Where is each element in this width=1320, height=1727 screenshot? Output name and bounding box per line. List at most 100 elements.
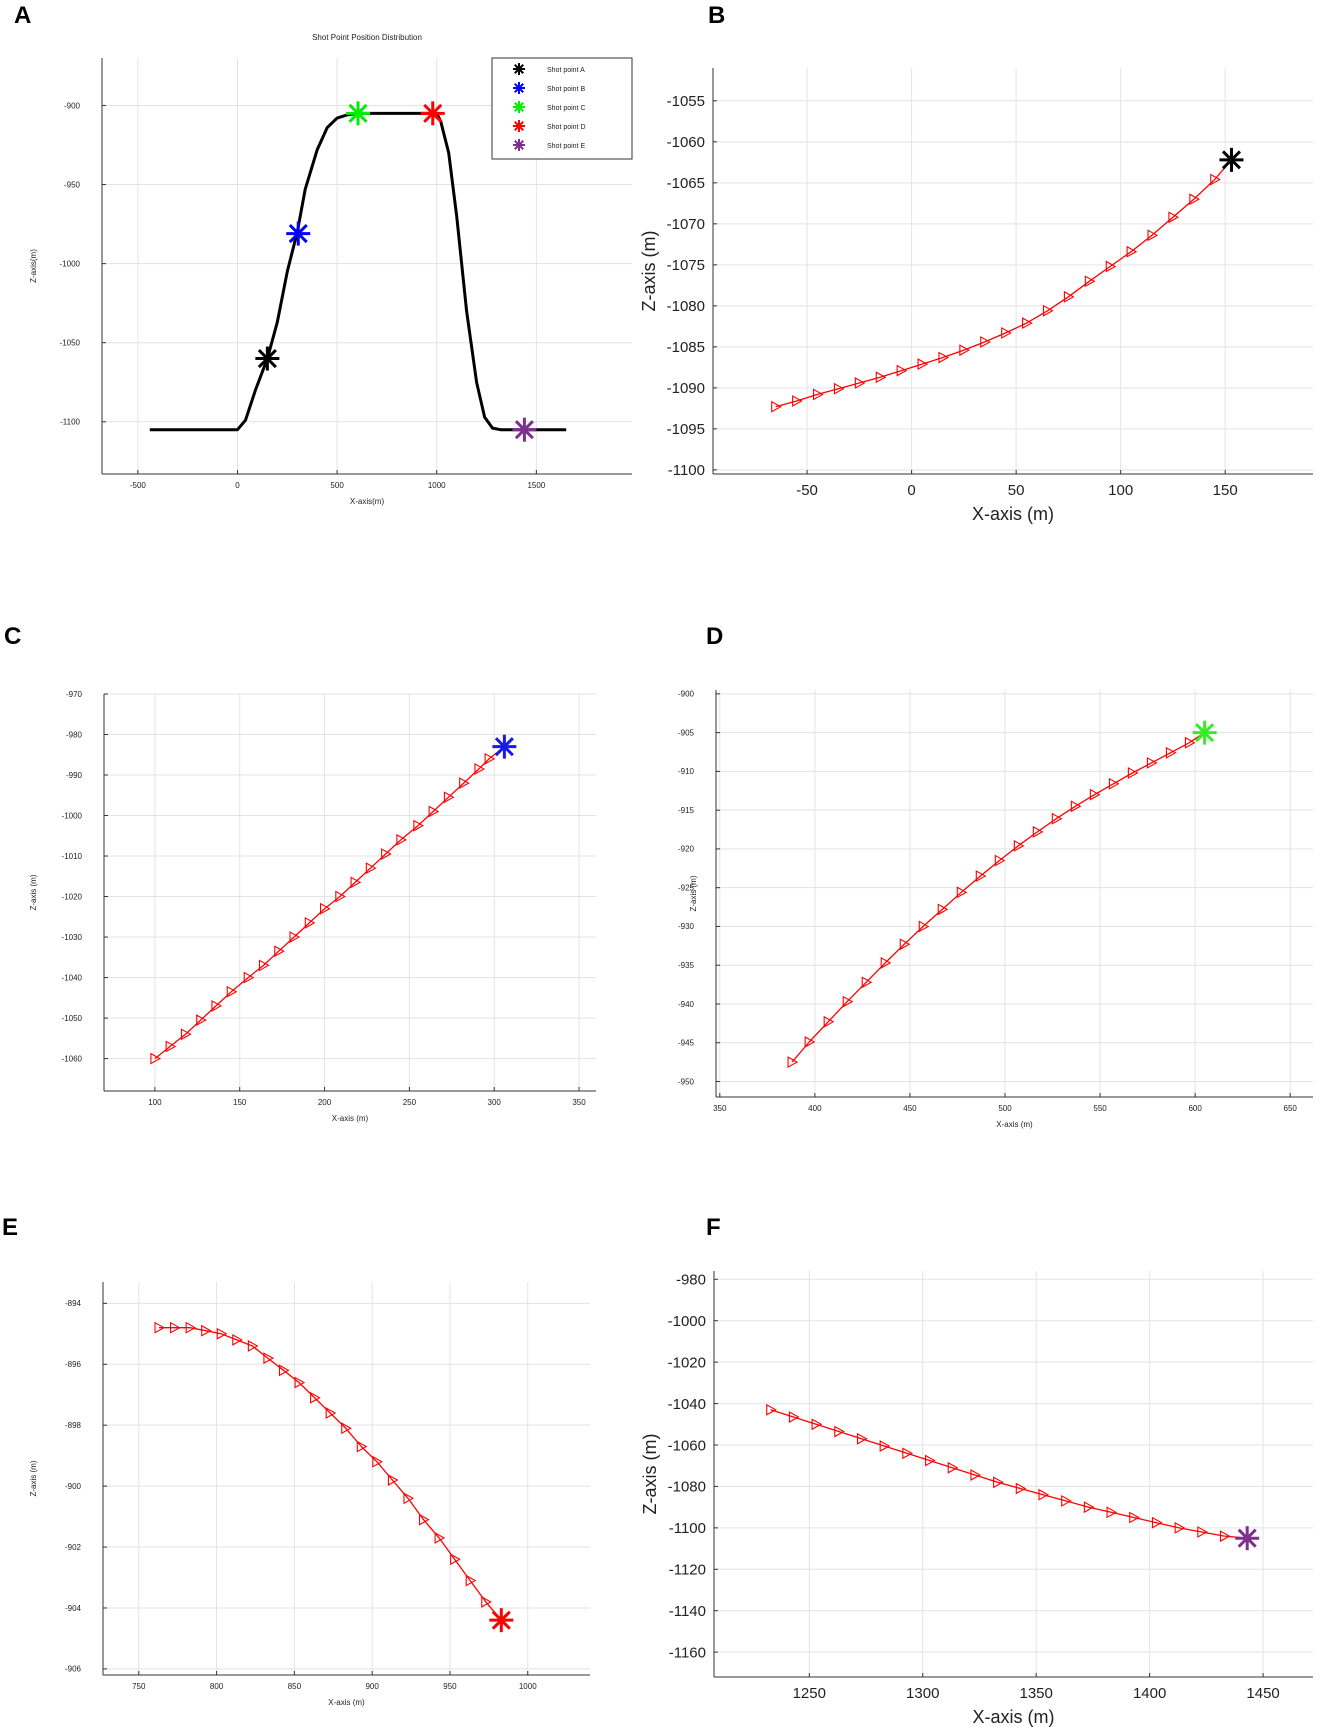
y-tick-label: -1030 — [62, 933, 83, 942]
receiver-point — [403, 1492, 415, 1505]
receiver-point — [899, 938, 911, 951]
panel-e: E 750 800 850 900 950 1000 -894 -896 -898 -900 -90… — [0, 1200, 660, 1727]
receiver-point — [1151, 1516, 1163, 1529]
receiver-point — [418, 1513, 430, 1526]
receiver-point — [1022, 317, 1033, 330]
y-tick-label: -900 — [64, 101, 81, 110]
receiver-point — [792, 395, 803, 407]
grid — [104, 693, 596, 1091]
y-tick-label: -990 — [66, 771, 83, 780]
receiver-point — [854, 377, 866, 389]
receiver-point — [1165, 746, 1177, 759]
y-axis-label: Z-axis (m) — [639, 231, 659, 312]
receiver-point — [1108, 777, 1120, 790]
receiver-point — [1083, 1501, 1095, 1514]
x-tick-label: 800 — [210, 1682, 224, 1691]
receiver-point — [823, 1015, 835, 1028]
x-tick-label: 100 — [1108, 482, 1133, 499]
x-tick-label: -500 — [130, 481, 147, 490]
receiver-point — [289, 931, 301, 943]
grid — [102, 58, 632, 474]
receiver-point — [263, 1352, 275, 1365]
receiver-point — [450, 1553, 461, 1566]
panel-letter-b: B — [708, 2, 726, 29]
y-tick-label: -900 — [65, 1482, 82, 1491]
panel-letter-d: D — [706, 623, 724, 650]
y-tick-label: -935 — [678, 961, 695, 970]
receiver-point — [243, 971, 255, 984]
y-tick-label: -980 — [66, 730, 83, 739]
y-tick-label: -894 — [65, 1299, 82, 1308]
x-tick-label: 1450 — [1246, 1685, 1279, 1702]
x-tick-label: 600 — [1188, 1104, 1202, 1113]
y-tick-label: -910 — [678, 767, 695, 776]
legend-label: Shot point D — [547, 124, 586, 131]
receiver-point — [201, 1324, 212, 1337]
y-tick-label: -1000 — [668, 1313, 706, 1330]
shot-point-marker — [255, 346, 280, 371]
x-tick-label: 200 — [318, 1098, 332, 1107]
y-tick-label: -1055 — [667, 93, 705, 110]
receiver-point — [484, 752, 496, 765]
legend-marker — [513, 63, 525, 75]
receiver-point — [980, 336, 991, 348]
receiver-point — [459, 777, 470, 790]
shot-point-marker — [1192, 720, 1217, 745]
y-tick-label: -1060 — [667, 134, 705, 151]
receiver-point — [1015, 1482, 1027, 1495]
y-tick-label: -1075 — [667, 257, 705, 274]
y-tick-label: -900 — [678, 690, 695, 699]
series-line — [154, 746, 505, 1060]
receiver-point — [924, 1454, 936, 1467]
receiver-point — [1063, 290, 1075, 303]
shot-point-marker — [512, 417, 537, 442]
receiver-point — [947, 1461, 959, 1474]
receiver-point — [937, 903, 949, 916]
y-tick-label: -950 — [678, 1077, 695, 1086]
chart-f: 1250 1300 1350 1400 1450 -980 -1000 -1020 -1040 -… — [640, 1271, 1313, 1727]
y-axis-label: Z-axis(m) — [29, 249, 38, 283]
x-tick-label: 350 — [713, 1104, 727, 1113]
y-tick-label: -1010 — [62, 852, 83, 861]
receiver-point — [917, 358, 929, 371]
grid — [713, 68, 1313, 474]
receiver-point — [278, 1364, 290, 1377]
chart-e: 750 800 850 900 950 1000 -894 -896 -898 -900 -902 -… — [29, 1282, 590, 1707]
receiver-point — [396, 833, 408, 846]
receiver-point — [938, 351, 950, 364]
receiver-point — [372, 1455, 383, 1468]
receiver-point — [294, 1376, 306, 1389]
receiver-point — [861, 976, 873, 989]
x-tick-label: 750 — [132, 1682, 146, 1691]
receiver-point — [787, 1056, 799, 1069]
receiver-point — [481, 1595, 492, 1608]
y-tick-label: -930 — [678, 922, 695, 931]
y-tick-label: -906 — [65, 1665, 82, 1674]
panel-c: C 100 150 200 250 300 350 -970 -980 -990 -1000 -10… — [0, 620, 660, 1160]
receiver-point — [170, 1321, 181, 1334]
y-tick-label: -920 — [678, 845, 695, 854]
receiver-point — [465, 1574, 477, 1587]
receiver-point — [356, 1440, 368, 1453]
receiver-point — [413, 819, 424, 832]
receiver-point — [833, 382, 845, 395]
receiver-point — [381, 848, 392, 860]
receiver-point — [211, 999, 223, 1012]
y-tick-label: -1050 — [62, 1014, 83, 1023]
receiver-point — [834, 1425, 845, 1438]
shot-point-marker — [492, 734, 517, 759]
y-axis-label: Z-axis (m) — [29, 1460, 38, 1496]
y-tick-label: -1070 — [667, 216, 705, 233]
receiver-point — [335, 890, 346, 903]
receiver-point — [811, 1418, 823, 1431]
receiver-point — [1038, 1488, 1050, 1501]
x-tick-label: 550 — [1093, 1104, 1107, 1113]
y-tick-label: -1100 — [60, 418, 80, 427]
receiver-point — [993, 1476, 1004, 1489]
receiver-point — [325, 1407, 337, 1419]
receiver-point — [304, 916, 316, 929]
receiver-point — [165, 1040, 177, 1053]
receiver-point — [443, 791, 455, 804]
receiver-point — [879, 1440, 891, 1452]
y-tick-label: -1100 — [668, 462, 705, 479]
